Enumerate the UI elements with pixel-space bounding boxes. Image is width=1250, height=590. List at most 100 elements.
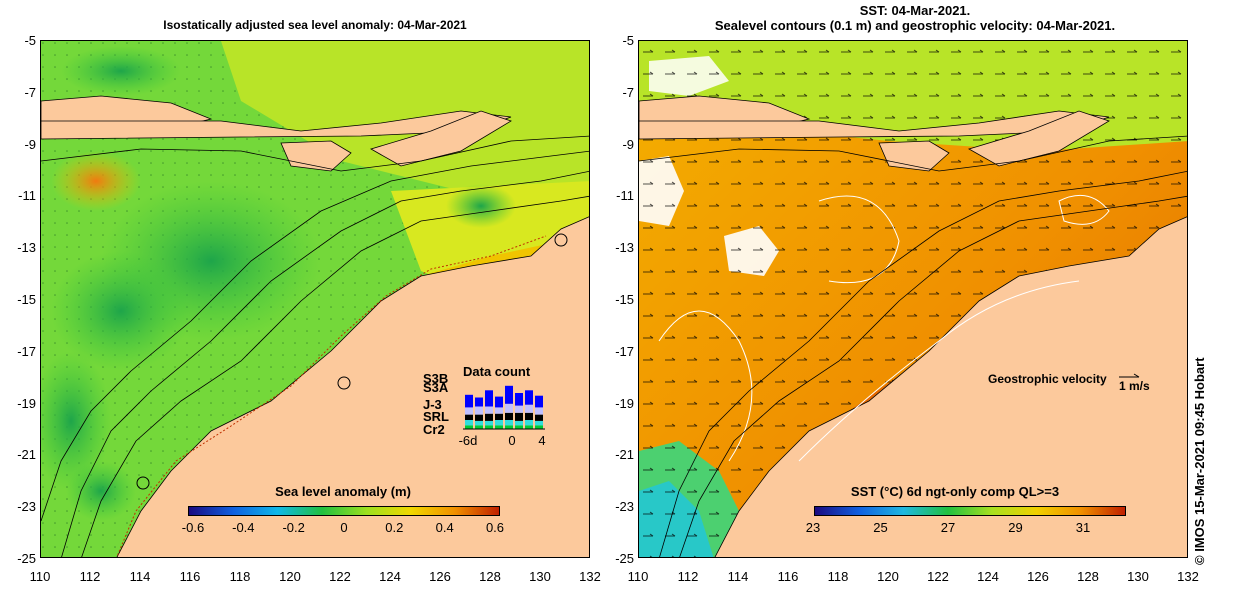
data-count-bar <box>535 420 543 426</box>
longitude-tick-label: 132 <box>579 569 601 584</box>
data-count-bar <box>495 420 503 426</box>
latitude-tick-label: -13 <box>17 240 36 256</box>
sea-level-anomaly-map[interactable]: Data count S3B S3A J-3 SRL Cr2 -6d 0 4 <box>40 40 590 558</box>
colorbar-tick-label: 25 <box>873 520 888 535</box>
longitude-tick-label: 122 <box>329 569 351 584</box>
imos-credit: © IMOS 15-Mar-2021 09:45 Hobart <box>1192 357 1207 565</box>
latitude-tick-label: -5 <box>24 33 36 48</box>
data-count-x-label: 4 <box>538 433 546 448</box>
bathymetry-contour <box>679 195 1187 557</box>
longitude-tick-label: 112 <box>677 569 699 584</box>
data-count-bar <box>475 397 483 407</box>
data-count-bar <box>535 425 543 429</box>
latitude-tick-label: -25 <box>615 551 634 566</box>
data-count-bar <box>535 414 543 421</box>
data-count-bar <box>485 406 493 414</box>
tide-gauge-marker[interactable] <box>554 233 568 247</box>
latitude-tick-label: -9 <box>622 136 634 152</box>
colorbar-tick-label: -0.2 <box>282 520 305 535</box>
lesser-sunda-islands <box>41 110 512 140</box>
longitude-tick-label: 128 <box>1077 569 1099 584</box>
anomaly-high-blob <box>51 151 141 211</box>
bathymetry-contour <box>41 150 589 522</box>
sumba-island <box>280 140 352 172</box>
data-count-bar <box>475 420 483 426</box>
longitude-tick-label: 128 <box>479 569 501 584</box>
longitude-tick-label: 126 <box>429 569 451 584</box>
latitude-tick-label: -11 <box>18 188 36 204</box>
right-map-title-line1: SST: 04-Mar-2021. <box>859 3 971 18</box>
sst-map[interactable]: Geostrophic velocity 1 m/s <box>638 40 1188 558</box>
data-count-bar <box>525 420 533 426</box>
bathymetry-contour <box>41 135 589 172</box>
colorbar-tick-label: 29 <box>1008 520 1023 535</box>
satellite-label: S3A <box>423 380 449 395</box>
velocity-legend-label: Geostrophic velocity <box>988 372 1107 386</box>
longitude-tick-label: 116 <box>179 569 201 584</box>
sealevel-contour <box>818 195 900 284</box>
sumba-island <box>878 140 950 172</box>
velocity-legend-scale: 1 m/s <box>1119 379 1150 393</box>
colorbar-tick-label: 23 <box>805 520 821 535</box>
data-count-bar <box>485 413 493 421</box>
data-count-bar <box>535 407 543 415</box>
data-count-bar <box>485 390 493 407</box>
data-count-bar <box>465 394 473 408</box>
data-count-bar <box>515 425 523 429</box>
longitude-tick-label: 124 <box>977 569 999 584</box>
australia-land <box>714 216 1187 557</box>
data-count-bar <box>515 412 523 421</box>
sealevel-contour <box>658 310 753 462</box>
data-count-bar <box>515 405 523 413</box>
longitude-tick-label: 130 <box>1127 569 1149 584</box>
longitude-tick-label: 114 <box>727 569 749 584</box>
longitude-tick-label: 120 <box>279 569 301 584</box>
latitude-tick-label: -25 <box>17 551 36 566</box>
data-count-title: Data count <box>463 364 531 379</box>
sla-colorbar-title: Sea level anomaly (m) <box>275 484 411 499</box>
latitude-tick-label: -7 <box>24 84 36 100</box>
australia-land <box>116 216 589 557</box>
colorbar-tick-label: 0.6 <box>485 520 505 535</box>
data-count-bar <box>525 404 533 413</box>
bathymetry-contour <box>81 195 589 557</box>
right-map-title: SST: 04-Mar-2021. Sealevel contours (0.1… <box>640 3 1190 33</box>
longitude-tick-label: 116 <box>777 569 799 584</box>
data-count-chart <box>463 385 545 430</box>
data-count-bar <box>505 403 513 413</box>
latitude-tick-label: -21 <box>17 447 36 463</box>
longitude-tick-label: 118 <box>827 569 849 584</box>
data-count-bar <box>475 414 483 421</box>
sla-colorbar <box>188 506 500 516</box>
data-count-x-label: -6d <box>458 433 478 448</box>
lesser-sunda-islands <box>639 110 1110 140</box>
colorbar-tick-label: -0.4 <box>232 520 255 535</box>
tide-gauge-marker[interactable] <box>136 476 150 490</box>
colorbar-tick-label: 0.2 <box>385 520 404 535</box>
longitude-tick-label: 118 <box>229 569 251 584</box>
latitude-tick-label: -19 <box>615 395 634 411</box>
data-count-x-label: 0 <box>508 433 516 448</box>
colorbar-tick-label: 27 <box>940 520 956 535</box>
bathymetry-contour <box>61 170 589 557</box>
longitude-tick-label: 110 <box>627 569 649 584</box>
left-map-title: Isostatically adjusted sea level anomaly… <box>163 18 467 32</box>
satellite-label: S3B <box>423 371 449 386</box>
data-count-bar <box>465 414 473 420</box>
satellite-label: SRL <box>423 409 449 424</box>
data-count-bar <box>525 390 533 405</box>
longitude-tick-label: 120 <box>877 569 899 584</box>
latitude-tick-label: -11 <box>616 188 634 204</box>
sst-colorbar <box>814 506 1126 516</box>
data-count-bar <box>495 413 503 420</box>
data-count-bar <box>475 425 483 429</box>
data-count-bar <box>495 407 503 414</box>
anomaly-low-blob <box>61 46 181 96</box>
anomaly-low-blob <box>51 251 191 371</box>
timor-island <box>967 110 1110 167</box>
longitude-tick-label: 122 <box>927 569 949 584</box>
data-count-bar <box>535 395 543 408</box>
latitude-tick-label: -15 <box>17 292 36 307</box>
anomaly-low-blob <box>446 184 516 228</box>
tide-gauge-marker[interactable] <box>337 376 351 390</box>
